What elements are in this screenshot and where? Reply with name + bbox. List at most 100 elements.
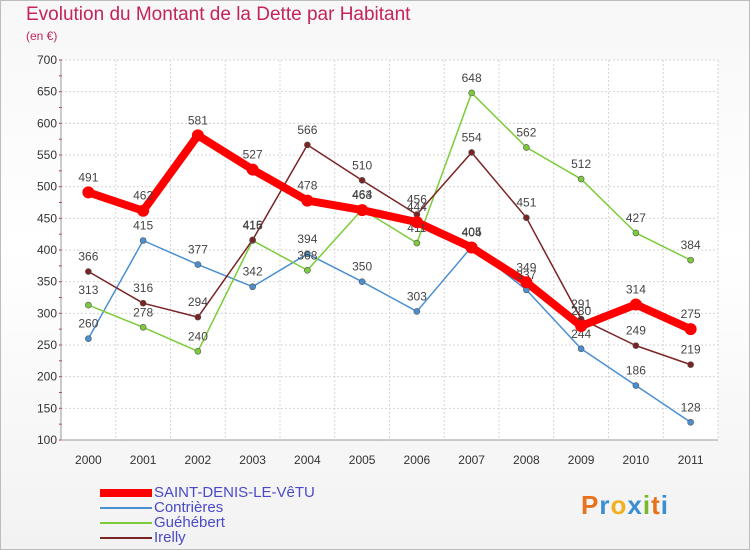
data-point xyxy=(632,229,640,237)
chart-title: Evolution du Montant de la Dette par Hab… xyxy=(26,4,411,25)
series-line-1 xyxy=(87,239,692,423)
data-label: 349 xyxy=(516,260,536,274)
data-point xyxy=(687,256,694,264)
data-point xyxy=(410,216,423,229)
data-point xyxy=(194,261,202,268)
legend-label: Contrières xyxy=(154,499,224,516)
data-point xyxy=(194,313,202,321)
data-label: 303 xyxy=(407,289,427,303)
x-tick-label: 2010 xyxy=(623,453,650,467)
data-point xyxy=(246,163,259,176)
x-tick-label: 2000 xyxy=(75,453,102,467)
data-label: 244 xyxy=(571,327,591,341)
series-line-2 xyxy=(88,92,691,353)
data-point xyxy=(85,301,92,309)
data-label: 394 xyxy=(297,232,317,246)
data-point xyxy=(577,345,585,353)
data-label: 280 xyxy=(571,304,591,318)
x-tick-label: 2007 xyxy=(458,453,485,467)
x-tick-label: 2008 xyxy=(513,453,540,467)
data-point xyxy=(465,241,478,254)
data-point xyxy=(249,236,256,244)
x-tick-label: 2001 xyxy=(130,453,157,467)
data-point xyxy=(413,239,421,247)
data-point xyxy=(139,299,147,307)
data-label: 554 xyxy=(462,130,482,144)
x-tick-label: 2004 xyxy=(294,453,321,467)
data-label: 316 xyxy=(133,281,153,295)
chart-subtitle: (en €) xyxy=(26,29,58,43)
data-point xyxy=(139,323,147,331)
y-tick-label: 450 xyxy=(37,211,57,225)
data-point xyxy=(191,129,204,142)
brand-logo: Proxiti xyxy=(581,490,669,521)
brand-letter: o xyxy=(610,490,628,520)
x-tick-label: 2006 xyxy=(404,453,431,467)
data-point xyxy=(304,266,311,274)
data-label: 527 xyxy=(243,148,263,162)
data-label: 278 xyxy=(133,305,153,319)
data-label: 444 xyxy=(407,200,427,214)
data-point xyxy=(137,204,150,217)
legend-label: SAINT-DENIS-LE-VêTU xyxy=(154,484,315,501)
data-point xyxy=(358,278,366,285)
data-label: 260 xyxy=(78,317,98,331)
legend-item: Guéhébert xyxy=(100,514,315,531)
data-label: 314 xyxy=(626,282,646,296)
data-point xyxy=(577,175,585,183)
data-label: 562 xyxy=(516,125,536,139)
data-label: 294 xyxy=(188,295,208,309)
data-label: 491 xyxy=(78,170,98,184)
data-label: 462 xyxy=(133,189,153,203)
x-tick-label: 2002 xyxy=(185,453,212,467)
data-label: 451 xyxy=(516,196,536,210)
legend-label: Irelly xyxy=(154,529,186,546)
legend-swatch xyxy=(100,506,152,509)
data-label: 415 xyxy=(133,219,153,233)
data-label: 404 xyxy=(462,225,482,239)
data-label: 464 xyxy=(352,187,372,201)
data-label: 337 xyxy=(516,268,536,282)
data-point xyxy=(358,177,366,184)
data-point xyxy=(301,194,314,207)
brand-letter: i xyxy=(642,490,652,520)
legend: SAINT-DENIS-LE-VêTU Contrières Guéhébert Ir… xyxy=(100,484,315,546)
data-label: 463 xyxy=(352,188,372,202)
legend-swatch xyxy=(100,521,152,524)
y-tick-label: 550 xyxy=(37,148,57,162)
data-label: 240 xyxy=(188,329,208,343)
brand-letter: P xyxy=(581,490,600,520)
data-point xyxy=(687,361,694,368)
y-tick-label: 100 xyxy=(37,433,57,447)
y-tick-label: 150 xyxy=(37,401,57,415)
y-tick-label: 300 xyxy=(37,306,57,320)
data-label: 384 xyxy=(681,238,701,252)
data-point xyxy=(85,268,92,275)
data-point xyxy=(194,348,202,355)
data-point xyxy=(523,144,530,151)
data-label: 350 xyxy=(352,260,372,274)
legend-swatch xyxy=(100,488,152,497)
data-label: 427 xyxy=(626,211,646,225)
y-tick-label: 600 xyxy=(37,116,57,130)
x-tick-label: 2009 xyxy=(568,453,595,467)
data-label: 275 xyxy=(681,307,701,321)
data-label: 291 xyxy=(571,297,591,311)
legend-item: SAINT-DENIS-LE-VêTU xyxy=(100,484,315,501)
data-point xyxy=(413,308,421,315)
data-label: 186 xyxy=(626,364,646,378)
legend-item: Irelly xyxy=(100,529,315,546)
data-point xyxy=(304,250,311,258)
data-point xyxy=(632,382,640,389)
legend-label: Guéhébert xyxy=(154,514,225,531)
data-label: 313 xyxy=(78,283,98,297)
data-point xyxy=(684,323,697,336)
x-tick-label: 2011 xyxy=(678,453,704,467)
y-tick-label: 500 xyxy=(37,180,57,194)
data-point xyxy=(520,276,533,289)
data-label: 405 xyxy=(462,225,482,239)
data-point xyxy=(687,418,694,426)
brand-letter: i xyxy=(660,490,669,520)
data-label: 219 xyxy=(681,343,701,357)
data-point xyxy=(139,237,147,244)
